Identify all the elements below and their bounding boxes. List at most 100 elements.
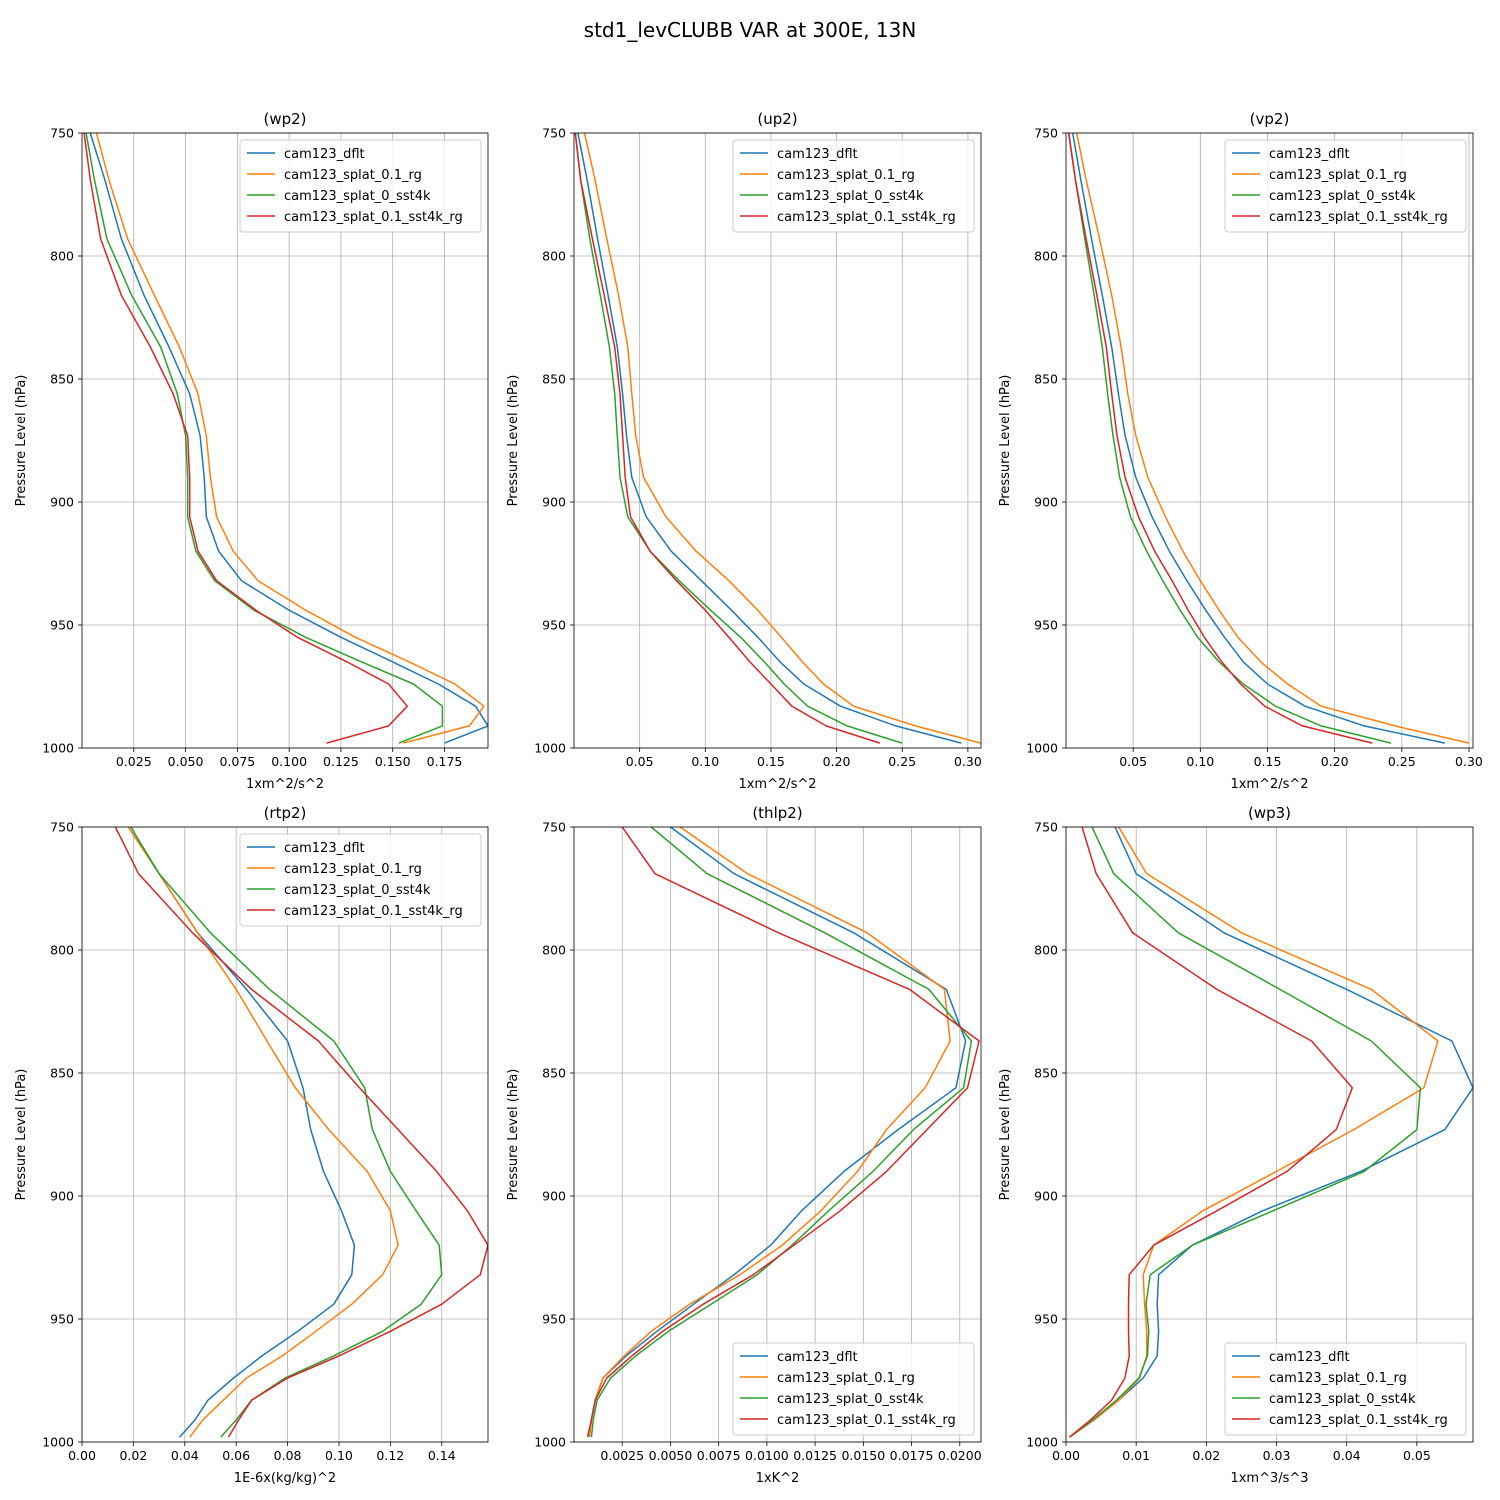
x-axis-label: 1xm^2/s^2 [738,777,816,792]
axes-frame [1065,132,1474,749]
legend-box [1224,139,1467,233]
legend-label: cam123_splat_0.1_rg [777,168,915,183]
x-tick-label: 0.150 [375,754,411,769]
legend-label: cam123_splat_0.1_rg [777,1371,915,1386]
y-tick-label: 800 [542,249,566,264]
y-tick-label: 800 [50,249,74,264]
y-tick-label: 750 [542,126,566,141]
series-line-cam123-splat-0-1-sst4k-rg [1067,133,1373,744]
panel-title: (wp2) [263,110,306,128]
legend: cam123_dflt cam123_splat_0.1_rg cam123_spl… [1224,1342,1467,1436]
legend: cam123_dflt cam123_splat_0.1_rg cam123_spl… [239,139,482,233]
series-line-cam123-splat-0-1-rg [95,133,485,744]
legend: cam123_dflt cam123_splat_0.1_rg cam123_spl… [732,139,975,233]
y-tick-label: 900 [50,1189,74,1204]
x-tick-label: 0.05 [1119,754,1147,769]
x-tick-label: 0.100 [271,754,307,769]
legend-label: cam123_dflt [1269,147,1350,162]
series-line-cam123-splat-0-1-rg [1075,133,1470,744]
y-tick-label: 800 [1034,249,1058,264]
x-tick-label: 0.02 [119,1448,147,1463]
x-tick-label: 0.14 [428,1448,456,1463]
subplot-vp2: 0.05 0.10 0.15 0.20 0.25 0.30 750 800 850 900 950 1… [998,110,1483,792]
y-tick-label: 900 [1034,495,1058,510]
legend-box [732,139,975,233]
y-tick-label: 900 [542,1189,566,1204]
x-tick-label: 0.00 [1052,1448,1080,1463]
series-line-cam123-splat-0-1-sst4k-rg [574,133,881,744]
y-axis-label: Pressure Level (hPa) [14,375,29,507]
x-tick-label: 0.0175 [890,1448,934,1463]
x-tick-label: 0.05 [1403,1448,1431,1463]
y-tick-label: 750 [542,820,566,835]
panel-title: (thlp2) [752,804,802,822]
y-axis-label: Pressure Level (hPa) [998,375,1013,507]
series-group [114,827,488,1438]
y-tick-label: 1000 [42,741,74,756]
x-tick-label: 0.20 [1321,754,1349,769]
series-group [1067,133,1470,744]
legend-label: cam123_dflt [1269,1350,1350,1365]
axes-frame [81,826,489,1443]
x-tick-label: 0.0200 [938,1448,982,1463]
subplot-up2: 0.05 0.10 0.15 0.20 0.25 0.30 750 800 850 900 950 1… [506,110,982,792]
series-line-cam123-splat-0-1-sst4k-rg [1069,827,1354,1438]
y-tick-label: 800 [50,943,74,958]
x-tick-label: 0.0150 [841,1448,885,1463]
y-tick-label: 950 [1034,1312,1058,1327]
legend-label: cam123_splat_0.1_sst4k_rg [284,904,463,919]
legend-label: cam123_splat_0_sst4k [777,189,924,204]
y-tick-label: 850 [542,372,566,387]
x-tick-label: 0.0050 [649,1448,693,1463]
x-axis-label: 1xm^2/s^2 [246,777,324,792]
y-tick-label: 950 [542,1312,566,1327]
series-group [1069,827,1473,1438]
subplot-wp3: 0.00 0.01 0.02 0.03 0.04 0.05 750 800 850 900 950 1… [998,804,1474,1486]
legend-box [732,1342,975,1436]
panel-title: (rtp2) [264,804,307,822]
series-line-cam123-splat-0-1-rg [583,133,981,744]
axes-frame [573,132,982,749]
series-line-cam123-splat-0-sst4k [85,133,444,744]
y-axis-label: Pressure Level (hPa) [998,1069,1013,1201]
y-tick-label: 1000 [1026,741,1058,756]
subplot-thlp2: 0.0025 0.0050 0.0075 0.0100 0.0125 0.0150 0.01… [506,804,982,1486]
legend-label: cam123_splat_0_sst4k [1269,1392,1416,1407]
subplot-wp2: 0.025 0.050 0.075 0.100 0.125 0.150 0.175 750 80… [14,110,489,792]
y-tick-label: 950 [50,618,74,633]
subplot-grid: 0.025 0.050 0.075 0.100 0.125 0.150 0.175 750 80… [14,110,1483,1486]
axes-frame [1065,826,1474,1443]
x-tick-label: 0.02 [1192,1448,1220,1463]
x-tick-label: 0.0100 [745,1448,789,1463]
y-tick-label: 1000 [1026,1435,1058,1450]
legend-label: cam123_splat_0_sst4k [284,189,431,204]
series-line-cam123-splat-0-1-rg [588,827,951,1438]
legend: cam123_dflt cam123_splat_0.1_rg cam123_spl… [732,1342,975,1436]
legend: cam123_dflt cam123_splat_0.1_rg cam123_spl… [239,833,482,927]
series-line-cam123-splat-0-sst4k [574,133,903,744]
x-tick-label: 0.10 [325,1448,353,1463]
series-line-cam123-dflt [577,133,962,744]
y-tick-label: 750 [1034,820,1058,835]
x-tick-label: 0.30 [1455,754,1483,769]
legend-label: cam123_splat_0.1_rg [1269,1371,1407,1386]
y-tick-label: 850 [542,1066,566,1081]
legend-label: cam123_dflt [284,147,365,162]
y-tick-label: 800 [1034,943,1058,958]
y-tick-label: 900 [1034,1189,1058,1204]
y-tick-label: 1000 [42,1435,74,1450]
axes-frame [81,132,489,749]
y-tick-label: 900 [542,495,566,510]
y-tick-label: 800 [542,943,566,958]
series-line-cam123-dflt [1069,827,1473,1438]
series-line-cam123-dflt [1071,133,1445,744]
y-tick-label: 850 [50,1066,74,1081]
series-line-cam123-dflt [127,827,356,1438]
x-tick-label: 0.12 [376,1448,404,1463]
x-tick-label: 0.15 [1254,754,1282,769]
legend-label: cam123_splat_0.1_sst4k_rg [284,210,463,225]
x-tick-label: 0.03 [1263,1448,1291,1463]
y-tick-label: 850 [1034,372,1058,387]
